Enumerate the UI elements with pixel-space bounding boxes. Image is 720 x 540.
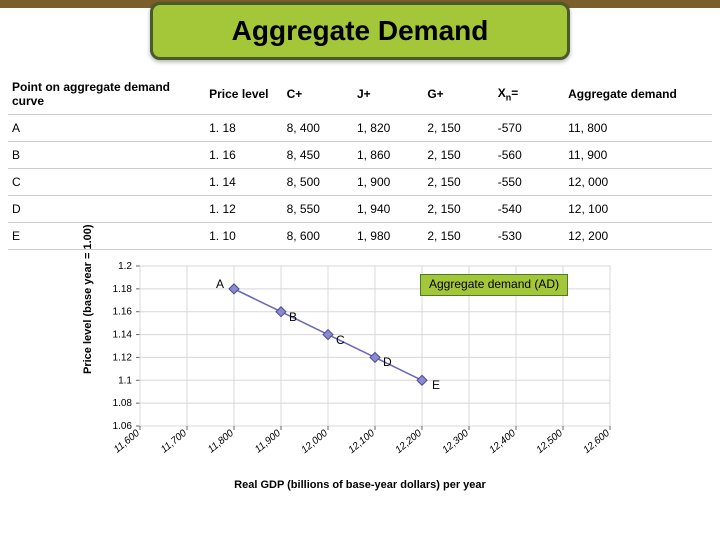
svg-text:1.08: 1.08 xyxy=(113,398,133,409)
col-header: J+ xyxy=(353,74,423,115)
svg-text:11,800: 11,800 xyxy=(206,428,236,456)
col-header: Aggregate demand xyxy=(564,74,712,115)
point-label: B xyxy=(289,310,297,324)
table-row: E1. 108, 6001, 9802, 150-53012, 200 xyxy=(8,223,712,250)
table-cell: 1, 900 xyxy=(353,169,423,196)
table-cell: 8, 450 xyxy=(283,142,353,169)
svg-text:11,700: 11,700 xyxy=(159,428,189,456)
table-cell: -540 xyxy=(494,196,564,223)
table-cell: -530 xyxy=(494,223,564,250)
col-header: Xn= xyxy=(494,74,564,115)
svg-text:1.2: 1.2 xyxy=(118,261,132,272)
table-cell: 1, 820 xyxy=(353,115,423,142)
table-cell: 8, 400 xyxy=(283,115,353,142)
table-cell: 1, 980 xyxy=(353,223,423,250)
table-cell: -570 xyxy=(494,115,564,142)
col-header: Price level xyxy=(205,74,282,115)
table-cell: 2, 150 xyxy=(423,169,493,196)
table-cell: 2, 150 xyxy=(423,196,493,223)
aggregate-demand-table: Point on aggregate demand curvePrice lev… xyxy=(8,74,712,250)
table-cell: E xyxy=(8,223,205,250)
table-cell: 11, 900 xyxy=(564,142,712,169)
svg-text:1.1: 1.1 xyxy=(118,375,132,386)
table-cell: D xyxy=(8,196,205,223)
table-cell: 12, 000 xyxy=(564,169,712,196)
point-label: A xyxy=(216,277,224,291)
svg-text:12,300: 12,300 xyxy=(440,428,471,456)
page-title: Aggregate Demand xyxy=(173,15,547,47)
table-cell: 1. 16 xyxy=(205,142,282,169)
table-cell: C xyxy=(8,169,205,196)
x-axis-label: Real GDP (billions of base-year dollars)… xyxy=(80,479,640,491)
table-cell: 11, 800 xyxy=(564,115,712,142)
table-wrap: Point on aggregate demand curvePrice lev… xyxy=(0,66,720,250)
table-cell: 8, 600 xyxy=(283,223,353,250)
col-header: G+ xyxy=(423,74,493,115)
y-axis-label: Price level (base year = 1.00) xyxy=(82,224,94,374)
ad-chart: 1.061.081.11.121.141.161.181.211,60011,7… xyxy=(80,256,640,491)
svg-text:12,400: 12,400 xyxy=(487,428,518,456)
table-cell: 2, 150 xyxy=(423,142,493,169)
table-cell: 1. 10 xyxy=(205,223,282,250)
table-cell: -550 xyxy=(494,169,564,196)
table-cell: 8, 550 xyxy=(283,196,353,223)
table-row: D1. 128, 5501, 9402, 150-54012, 100 xyxy=(8,196,712,223)
table-cell: 2, 150 xyxy=(423,115,493,142)
table-cell: 2, 150 xyxy=(423,223,493,250)
table-cell: A xyxy=(8,115,205,142)
table-cell: 1, 940 xyxy=(353,196,423,223)
table-row: A1. 188, 4001, 8202, 150-57011, 800 xyxy=(8,115,712,142)
svg-text:12,600: 12,600 xyxy=(581,428,612,456)
table-row: C1. 148, 5001, 9002, 150-55012, 000 xyxy=(8,169,712,196)
svg-text:12,000: 12,000 xyxy=(299,428,330,456)
svg-text:1.16: 1.16 xyxy=(113,307,133,318)
table-cell: 1. 12 xyxy=(205,196,282,223)
point-label: E xyxy=(432,378,440,392)
svg-text:12,100: 12,100 xyxy=(346,428,377,456)
col-header: Point on aggregate demand curve xyxy=(8,74,205,115)
svg-text:1.06: 1.06 xyxy=(113,421,133,432)
svg-text:11,900: 11,900 xyxy=(253,428,283,456)
table-cell: 12, 100 xyxy=(564,196,712,223)
table-cell: 1. 18 xyxy=(205,115,282,142)
table-cell: B xyxy=(8,142,205,169)
table-cell: 8, 500 xyxy=(283,169,353,196)
legend-box: Aggregate demand (AD) xyxy=(420,274,568,296)
svg-text:1.12: 1.12 xyxy=(113,352,133,363)
table-cell: -560 xyxy=(494,142,564,169)
svg-text:1.18: 1.18 xyxy=(113,284,133,295)
svg-text:1.14: 1.14 xyxy=(113,330,133,341)
point-label: D xyxy=(383,355,392,369)
svg-text:12,200: 12,200 xyxy=(393,428,424,456)
table-cell: 12, 200 xyxy=(564,223,712,250)
table-cell: 1, 860 xyxy=(353,142,423,169)
table-cell: 1. 14 xyxy=(205,169,282,196)
title-box: Aggregate Demand xyxy=(150,2,570,60)
col-header: C+ xyxy=(283,74,353,115)
svg-text:12,500: 12,500 xyxy=(534,428,565,456)
point-label: C xyxy=(336,333,345,347)
table-row: B1. 168, 4501, 8602, 150-56011, 900 xyxy=(8,142,712,169)
